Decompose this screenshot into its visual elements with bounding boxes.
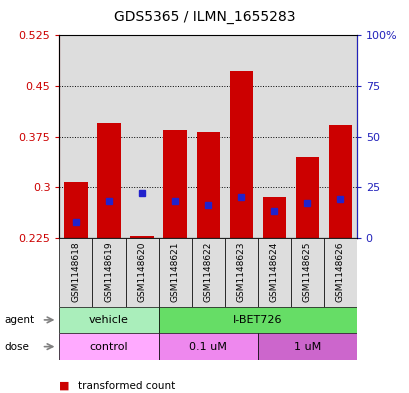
Bar — [158, 307, 356, 333]
Bar — [229, 71, 252, 238]
Bar — [323, 35, 356, 238]
Bar — [130, 237, 153, 238]
Text: dose: dose — [4, 342, 29, 352]
Bar — [290, 35, 323, 238]
Bar — [59, 307, 158, 333]
Text: GSM1148620: GSM1148620 — [137, 242, 146, 302]
Text: GSM1148625: GSM1148625 — [302, 242, 311, 302]
Bar — [191, 238, 224, 307]
Bar — [92, 35, 125, 238]
Bar — [224, 238, 257, 307]
Bar — [328, 125, 351, 238]
Bar — [224, 35, 257, 238]
Bar — [59, 35, 92, 238]
Bar — [92, 238, 125, 307]
Text: vehicle: vehicle — [89, 315, 128, 325]
Bar — [158, 238, 191, 307]
Text: GSM1148621: GSM1148621 — [170, 242, 179, 302]
Text: GSM1148622: GSM1148622 — [203, 242, 212, 302]
Bar — [196, 132, 219, 238]
Text: 1 uM: 1 uM — [293, 342, 320, 352]
Bar — [97, 123, 120, 238]
Text: ■: ■ — [59, 380, 70, 391]
Text: transformed count: transformed count — [78, 380, 175, 391]
Bar — [295, 157, 318, 238]
Bar — [262, 197, 285, 238]
Bar — [59, 333, 158, 360]
Bar — [290, 238, 323, 307]
Bar — [125, 35, 158, 238]
Bar — [257, 35, 290, 238]
Bar — [163, 130, 186, 238]
Text: GSM1148624: GSM1148624 — [269, 242, 278, 302]
Text: GDS5365 / ILMN_1655283: GDS5365 / ILMN_1655283 — [114, 10, 295, 24]
Bar — [257, 333, 356, 360]
Bar — [257, 238, 290, 307]
Bar — [64, 182, 87, 238]
Text: 0.1 uM: 0.1 uM — [189, 342, 227, 352]
Text: GSM1148626: GSM1148626 — [335, 242, 344, 302]
Text: control: control — [90, 342, 128, 352]
Bar — [323, 238, 356, 307]
Text: GSM1148618: GSM1148618 — [71, 242, 80, 303]
Bar — [125, 238, 158, 307]
Bar — [59, 238, 92, 307]
Bar — [191, 35, 224, 238]
Bar — [158, 35, 191, 238]
Bar — [158, 333, 257, 360]
Text: I-BET726: I-BET726 — [232, 315, 282, 325]
Text: GSM1148623: GSM1148623 — [236, 242, 245, 302]
Text: agent: agent — [4, 315, 34, 325]
Text: GSM1148619: GSM1148619 — [104, 242, 113, 303]
